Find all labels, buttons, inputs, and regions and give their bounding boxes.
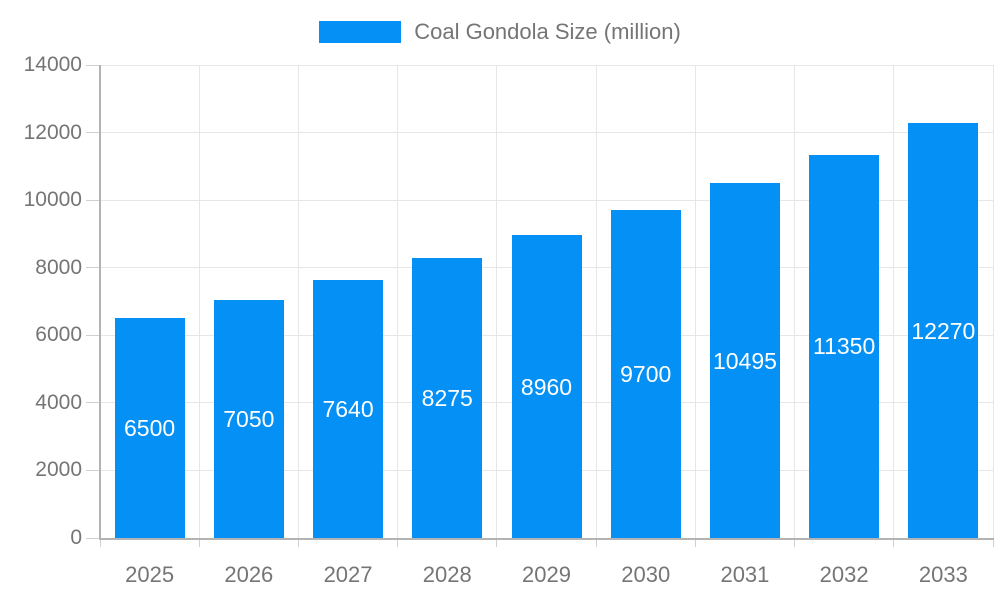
x-tick xyxy=(198,538,200,547)
bar-value-label: 12270 xyxy=(911,317,976,344)
x-axis-tick-label: 2029 xyxy=(522,562,571,587)
y-gridline xyxy=(100,132,993,134)
y-gridline xyxy=(100,64,993,66)
y-tick xyxy=(86,132,100,134)
y-axis-tick-label: 10000 xyxy=(23,188,82,212)
x-gridline xyxy=(595,65,597,538)
x-tick xyxy=(992,538,994,547)
y-tick xyxy=(86,199,100,201)
x-gridline xyxy=(992,65,994,538)
x-axis-tick-label: 2031 xyxy=(720,562,770,587)
x-axis-tick-label: 2028 xyxy=(422,562,472,587)
bar-2026[interactable] xyxy=(213,299,284,538)
x-gridline xyxy=(198,65,200,538)
y-axis-tick-label: 6000 xyxy=(35,323,82,347)
x-tick xyxy=(397,538,399,547)
y-axis-tick-label: 14000 xyxy=(23,53,82,76)
bar-value-label: 8275 xyxy=(421,385,473,412)
y-tick xyxy=(86,334,100,336)
x-axis-line xyxy=(99,538,994,540)
y-axis-tick-label: 12000 xyxy=(23,120,82,144)
bar-2031[interactable] xyxy=(709,183,780,538)
y-axis-tick-label: 8000 xyxy=(35,255,82,279)
x-tick xyxy=(595,538,597,547)
x-axis-tick-label: 2025 xyxy=(125,562,175,587)
bar-2029[interactable] xyxy=(511,235,582,538)
y-gridline xyxy=(100,199,993,201)
y-tick xyxy=(86,402,100,404)
bar-2027[interactable] xyxy=(313,279,384,538)
bar-value-label: 10495 xyxy=(712,347,777,374)
y-tick xyxy=(86,469,100,471)
x-tick xyxy=(496,538,498,547)
x-axis-tick-label: 2027 xyxy=(323,562,373,587)
bar-value-label: 11350 xyxy=(813,333,876,360)
x-axis-tick-label: 2033 xyxy=(918,562,968,587)
bar-value-label: 6500 xyxy=(124,415,176,442)
x-gridline xyxy=(694,65,696,538)
y-axis-tick-label: 2000 xyxy=(35,458,82,482)
bar-2025[interactable] xyxy=(114,318,185,538)
y-tick xyxy=(86,537,100,539)
x-gridline xyxy=(297,65,299,538)
x-axis-tick-label: 2026 xyxy=(224,562,274,587)
x-tick xyxy=(694,538,696,547)
y-axis-line xyxy=(99,65,101,540)
x-gridline xyxy=(893,65,895,538)
y-axis-tick-label: 0 xyxy=(70,526,82,549)
y-tick xyxy=(86,267,100,269)
y-axis-tick-label: 4000 xyxy=(35,390,82,414)
x-axis-tick-label: 2032 xyxy=(819,562,869,587)
bar-value-label: 7050 xyxy=(223,405,275,432)
x-tick xyxy=(893,538,895,547)
x-tick xyxy=(99,538,101,547)
bar-2033[interactable] xyxy=(908,123,979,538)
x-tick xyxy=(794,538,796,547)
x-gridline xyxy=(794,65,796,538)
legend[interactable]: Coal Gondola Size (million) xyxy=(0,19,1000,45)
x-tick xyxy=(297,538,299,547)
bar-value-label: 9700 xyxy=(620,361,672,388)
bar-value-label: 7640 xyxy=(322,395,374,422)
bar-value-label: 8960 xyxy=(520,373,573,400)
x-gridline xyxy=(397,65,399,538)
y-tick xyxy=(86,64,100,66)
legend-label: Coal Gondola Size (million) xyxy=(414,19,681,44)
bar-2028[interactable] xyxy=(412,258,483,538)
bar-2032[interactable] xyxy=(809,154,880,538)
x-gridline xyxy=(496,65,498,538)
legend-swatch xyxy=(319,21,402,43)
bar-2030[interactable] xyxy=(610,210,681,538)
x-axis-tick-label: 2030 xyxy=(621,562,671,587)
